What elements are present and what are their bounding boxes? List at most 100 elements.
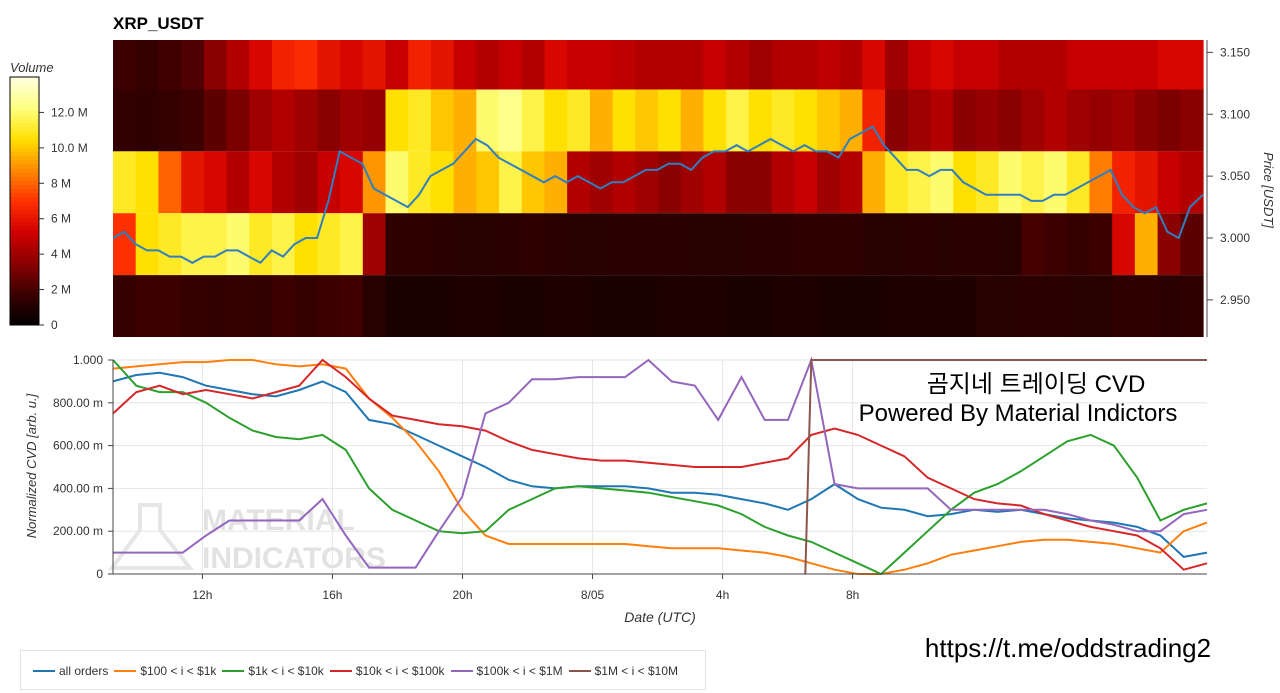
cvd-grid — [113, 359, 1207, 575]
heatmap-cell — [408, 213, 432, 276]
legend-item[interactable]: $100k < i < $1M — [450, 664, 563, 678]
heatmap-cell — [635, 89, 659, 152]
heatmap-cell — [930, 151, 954, 214]
heatmap-cell — [1066, 40, 1091, 90]
heatmap-cell — [839, 40, 863, 90]
heatmap-cell — [1089, 89, 1113, 152]
heatmap-cell — [158, 40, 182, 90]
colorbar-step — [10, 209, 39, 214]
heatmap-cell — [135, 213, 160, 276]
colorbar-step — [10, 196, 39, 202]
legend-item[interactable]: $1k < i < $10k — [222, 664, 324, 678]
colorbar-tick-label: 8 M — [51, 176, 71, 190]
colorbar-step — [10, 246, 39, 252]
heatmap-cell — [203, 89, 228, 152]
cvd-x-tick-label: 4h — [716, 588, 729, 602]
colorbar-tick-label: 0 — [51, 318, 58, 332]
legend-label: $100 < i < $1k — [140, 664, 217, 678]
heatmap-cell — [1112, 89, 1136, 152]
heatmap-cell — [885, 40, 909, 90]
colorbar-step — [10, 304, 39, 309]
colorbar-step — [10, 89, 39, 95]
heatmap-cell — [1157, 151, 1181, 214]
watermark-text-bottom: INDICATORS — [202, 542, 386, 575]
heatmap-cell — [181, 40, 205, 90]
heatmap-cell — [862, 40, 886, 90]
heatmap-cell — [271, 213, 296, 276]
heatmap-cell — [453, 213, 477, 276]
heatmap-cell — [703, 275, 727, 337]
heatmap-cell — [1180, 213, 1204, 276]
telegram-link[interactable]: https://t.me/oddstrading2 — [925, 633, 1211, 663]
heatmap-cell — [771, 40, 795, 90]
heatmap-cell — [362, 151, 387, 214]
legend-item[interactable]: $1M < i < $10M — [568, 664, 678, 678]
cvd-y-tick-label: 600.00 m — [53, 439, 103, 453]
heatmap-cell — [340, 89, 364, 152]
heatmap-cell — [385, 213, 409, 276]
heatmap-cell — [816, 213, 841, 276]
legend-item[interactable]: $100 < i < $1k — [114, 664, 216, 678]
heatmap-cell — [635, 275, 659, 337]
heatmap-cell — [862, 213, 886, 276]
heatmap-cell — [135, 89, 160, 152]
heatmap-cell — [1066, 89, 1091, 152]
heatmap-cell — [1021, 40, 1045, 90]
heatmap-cell — [453, 151, 477, 214]
heatmap-cell — [635, 151, 659, 214]
heatmap-cell — [1180, 89, 1204, 152]
heatmap-cell — [930, 89, 954, 152]
heatmap-cell — [885, 89, 909, 152]
heatmap-cell — [113, 40, 137, 90]
heatmap-cell — [544, 213, 568, 276]
heatmap-cell — [158, 89, 182, 152]
heatmap-cell — [249, 40, 273, 90]
heatmap-cell — [726, 151, 750, 214]
colorbar-step — [10, 122, 39, 128]
colorbar-step — [10, 234, 39, 239]
heatmap-cell — [771, 151, 795, 214]
colorbar-step — [10, 184, 39, 190]
colorbar-step — [10, 77, 39, 82]
heatmap-cell — [181, 89, 205, 152]
heatmap-cell — [158, 151, 182, 214]
heatmap-cell — [1112, 40, 1136, 90]
legend-swatch — [450, 670, 473, 672]
heatmap-cell — [612, 40, 636, 90]
heatmap-cell — [385, 275, 409, 337]
heatmap-cell — [158, 213, 182, 276]
heatmap-cell — [1134, 275, 1159, 337]
heatmap-cell — [658, 275, 682, 337]
price-tick-label: 3.150 — [1220, 45, 1250, 59]
heatmap-cell — [317, 213, 341, 276]
cvd-series-line — [112, 358, 1208, 571]
heatmap-cell — [748, 89, 773, 152]
colorbar-step — [10, 205, 39, 210]
heatmap-cell — [1089, 151, 1113, 214]
heatmap-cell — [181, 151, 205, 214]
heatmap-cell — [589, 89, 614, 152]
heatmap-cell — [998, 40, 1022, 90]
heatmap-cell — [975, 275, 1000, 337]
colorbar-step — [10, 296, 39, 301]
heatmap-cell — [135, 275, 160, 337]
legend-item[interactable]: all orders — [33, 664, 108, 678]
cvd-x-tick-label: 8h — [846, 588, 859, 602]
heatmap-cell — [271, 40, 296, 90]
heatmap-cell — [703, 151, 727, 214]
legend-item[interactable]: $10k < i < $100k — [329, 664, 445, 678]
heatmap-cell — [249, 213, 273, 276]
colorbar-step — [10, 258, 39, 264]
flask-logo — [108, 503, 195, 570]
heatmap-cell — [385, 40, 409, 90]
cvd-y-tick-label: 400.00 m — [53, 481, 103, 495]
heatmap-cell — [499, 275, 523, 337]
colorbar-step — [10, 192, 39, 198]
heatmap-cell — [430, 40, 455, 90]
heatmap-cell — [476, 151, 500, 214]
legend-swatch — [33, 670, 55, 672]
cvd-plot-area — [113, 360, 1207, 574]
heatmap-cell — [1089, 213, 1113, 276]
heatmap-cell — [1044, 151, 1068, 214]
cvd-x-tick-label: 8/05 — [581, 588, 605, 602]
